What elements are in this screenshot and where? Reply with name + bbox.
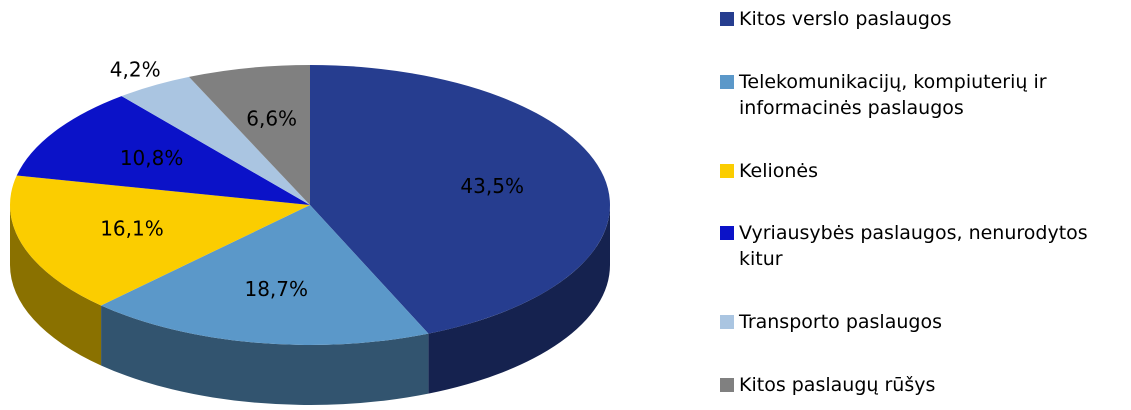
legend-label: Kitos verslo paslaugos — [739, 8, 952, 30]
slice — [189, 65, 310, 205]
legend-item: Telekomunikacijų, kompiuterių ir informa… — [720, 69, 1125, 121]
data-label: 16,1% — [100, 217, 164, 241]
legend-item: Transporto paslaugos — [720, 309, 1125, 335]
legend-swatch — [720, 315, 734, 330]
legend-item: Vyriausybės paslaugos, nenurodytos kitur — [720, 220, 1125, 272]
slice-side — [101, 305, 429, 405]
legend-label: Telekomunikacijų, kompiuterių ir informa… — [739, 70, 1047, 119]
slice — [101, 205, 429, 345]
slice — [310, 65, 611, 334]
legend-swatch — [720, 12, 734, 26]
data-label: 10,8% — [120, 146, 184, 170]
legend-label: Kitos paslaugų rūšys — [739, 373, 936, 396]
legend-swatch — [720, 226, 734, 241]
legend: Kitos verslo paslaugos Telekomunikacijų, … — [720, 6, 1125, 398]
slice-side — [428, 205, 610, 394]
legend-swatch — [720, 163, 734, 178]
pie-area: 43,5% 18,7% 16,1% 10,8% 4,2% 6,6% — [9, 58, 611, 405]
legend-label: Vyriausybės paslaugos, nenurodytos kitur — [739, 222, 1088, 271]
legend-label: Transporto paslaugos — [739, 311, 942, 334]
data-label: 6,6% — [246, 107, 297, 131]
data-label: 18,7% — [244, 277, 308, 301]
slice — [10, 175, 311, 306]
slice — [16, 96, 310, 205]
legend-item: Kitos verslo paslaugos — [720, 6, 1125, 32]
legend-item: Kelionės — [720, 158, 1125, 184]
slice — [121, 76, 311, 205]
data-label: 4,2% — [110, 58, 161, 82]
legend-label: Kelionės — [739, 159, 819, 182]
legend-item: Kitos paslaugų rūšys — [720, 372, 1125, 398]
legend-swatch — [720, 377, 734, 392]
slice-side — [9, 205, 102, 366]
data-label: 43,5% — [460, 174, 524, 198]
legend-swatch — [720, 74, 734, 89]
